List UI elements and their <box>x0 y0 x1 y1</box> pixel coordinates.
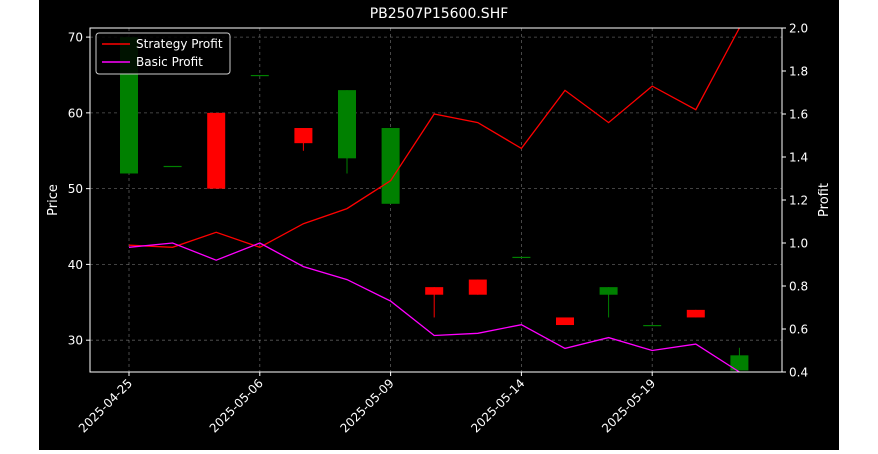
x-tick-label-4: 2025-05-19 <box>599 376 658 435</box>
chart-figure: PB2507P15600.SHF 30 40 50 60 70 0.4 0.6 0.8 1.0… <box>39 0 839 450</box>
right-tick-label-6: 1.6 <box>789 108 808 122</box>
x-tick-label-0: 2025-04-25 <box>76 376 135 435</box>
x-tick-label-1: 2025-05-06 <box>207 376 266 435</box>
legend: Strategy Profit Basic Profit <box>95 32 231 75</box>
right-tick-label-4: 1.2 <box>789 194 808 208</box>
left-y-axis: 30 40 50 60 70 <box>68 31 90 348</box>
candle-body-12 <box>643 325 662 327</box>
candle-body-3 <box>250 74 269 77</box>
candle-body-4 <box>294 128 313 144</box>
strategy-profit-line <box>128 27 740 249</box>
x-tick-label-3: 2025-05-14 <box>468 376 527 435</box>
left-tick-label-4: 70 <box>68 31 83 45</box>
right-y-axis: 0.4 0.6 0.8 1.0 1.2 1.4 1.6 1.8 2.0 <box>782 22 808 380</box>
right-tick-label-1: 0.6 <box>789 323 808 337</box>
left-tick-label-2: 50 <box>68 182 83 196</box>
y-axis-label-right: Profit <box>817 183 832 217</box>
candle-body-5 <box>338 90 356 159</box>
axes-frame <box>89 27 783 373</box>
basic-profit-line <box>128 242 740 373</box>
x-tick-label-2: 2025-05-09 <box>338 376 397 435</box>
profit-lines <box>128 27 740 373</box>
grid-lines <box>90 28 782 372</box>
candle-body-13 <box>686 309 705 318</box>
candle-body-6 <box>381 128 400 204</box>
left-tick-label-3: 60 <box>68 106 83 120</box>
right-tick-label-3: 1.0 <box>789 237 808 251</box>
candle-body-14 <box>730 355 749 371</box>
candlestick-profit-chart: PB2507P15600.SHF 30 40 50 60 70 0.4 0.6 0.8 1.0… <box>46 6 832 435</box>
right-tick-label-8: 2.0 <box>789 22 808 36</box>
right-tick-label-0: 0.4 <box>789 366 808 380</box>
legend-label-basic: Basic Profit <box>136 55 203 69</box>
candle-body-8 <box>468 279 487 295</box>
y-axis-label-left: Price <box>46 184 61 216</box>
candle-body-10 <box>556 317 574 326</box>
right-tick-label-2: 0.8 <box>789 280 808 294</box>
chart-title: PB2507P15600.SHF <box>370 6 509 22</box>
x-axis: 2025-04-25 2025-05-06 2025-05-09 2025-05-14… <box>76 372 658 435</box>
candle-body-9 <box>512 256 531 259</box>
candle-body-7 <box>425 287 444 295</box>
legend-label-strategy: Strategy Profit <box>136 37 223 51</box>
right-tick-label-7: 1.8 <box>789 65 808 79</box>
left-tick-label-1: 40 <box>68 258 83 272</box>
left-tick-label-0: 30 <box>68 334 83 348</box>
right-tick-label-5: 1.4 <box>789 151 808 165</box>
candle-body-1 <box>163 165 182 168</box>
candle-body-11 <box>599 287 618 295</box>
candle-body-2 <box>207 112 226 189</box>
